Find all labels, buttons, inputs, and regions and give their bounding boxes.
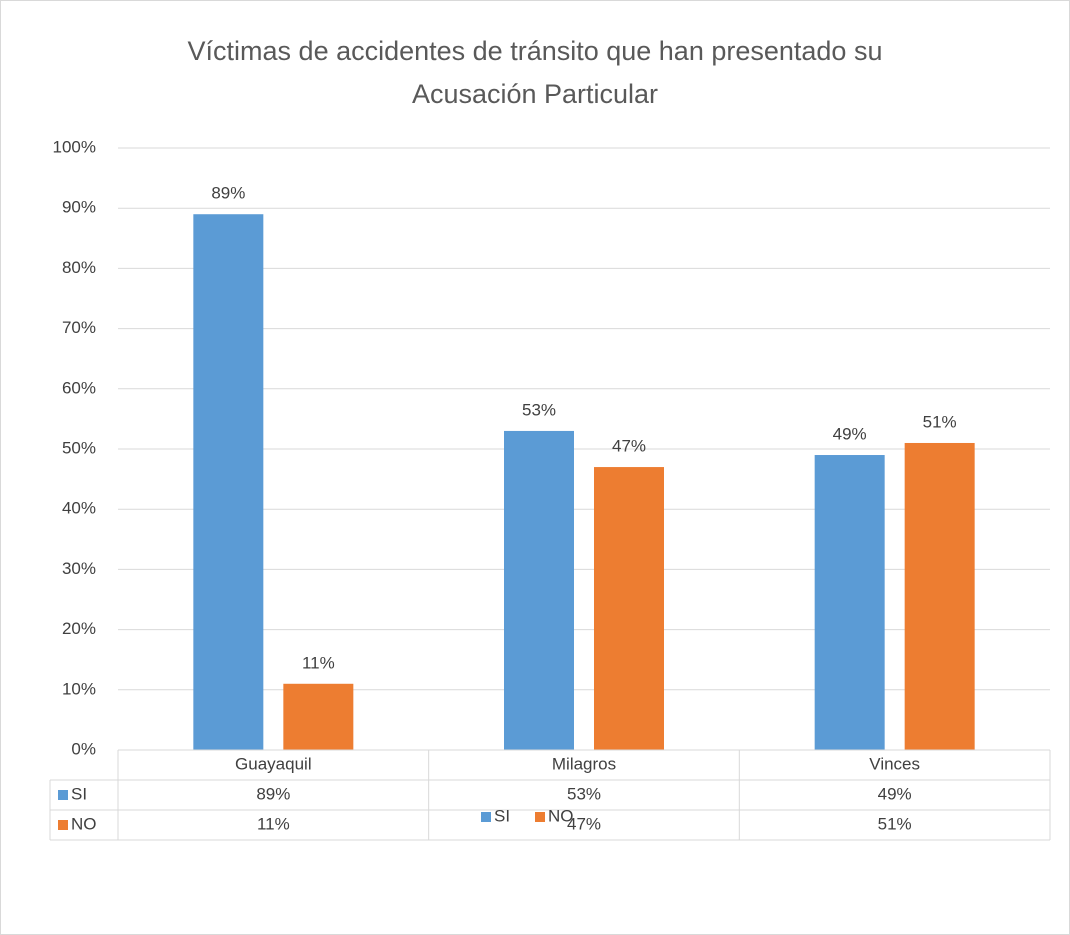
bar [904, 442, 975, 750]
x-tick-label: Vinces [869, 754, 920, 773]
bar [594, 467, 664, 750]
y-tick-label: 80% [62, 258, 96, 277]
y-tick-label: 100% [53, 137, 96, 156]
y-tick-label: 20% [62, 619, 96, 638]
y-tick-label: 90% [62, 198, 96, 217]
y-tick-label: 10% [62, 679, 96, 698]
bar [504, 430, 574, 750]
table-cell: 89% [256, 784, 290, 803]
legend-label: NO [548, 806, 574, 825]
table-cell: 47% [567, 814, 601, 833]
data-label: 11% [302, 653, 335, 672]
legend-key [481, 812, 491, 822]
data-label: 47% [612, 437, 646, 456]
legend-label: SI [494, 806, 510, 825]
y-tick-label: 0% [71, 739, 96, 758]
table-cell: 51% [878, 814, 912, 833]
bar [283, 683, 354, 750]
table-cell: 53% [567, 784, 601, 803]
table-legend-key [58, 790, 68, 800]
legend-key [535, 812, 545, 822]
table-cell: 11% [257, 814, 290, 833]
table-row-label: SI [71, 784, 87, 803]
bar [814, 455, 885, 750]
y-tick-label: 30% [62, 559, 96, 578]
y-tick-label: 70% [62, 318, 96, 337]
table-legend-key [58, 820, 68, 830]
y-tick-label: 60% [62, 378, 96, 397]
x-tick-label: Guayaquil [235, 754, 312, 773]
table-cell: 49% [878, 784, 912, 803]
y-tick-label: 50% [62, 438, 96, 457]
data-label: 89% [211, 184, 245, 203]
data-label: 49% [833, 425, 867, 444]
data-label: 51% [923, 412, 957, 431]
table-row-label: NO [71, 814, 97, 833]
data-label: 53% [522, 400, 556, 419]
chart-title: Víctimas de accidentes de tránsito que h… [187, 36, 883, 109]
x-tick-label: Milagros [552, 754, 616, 773]
y-tick-label: 40% [62, 499, 96, 518]
bar [193, 214, 264, 751]
